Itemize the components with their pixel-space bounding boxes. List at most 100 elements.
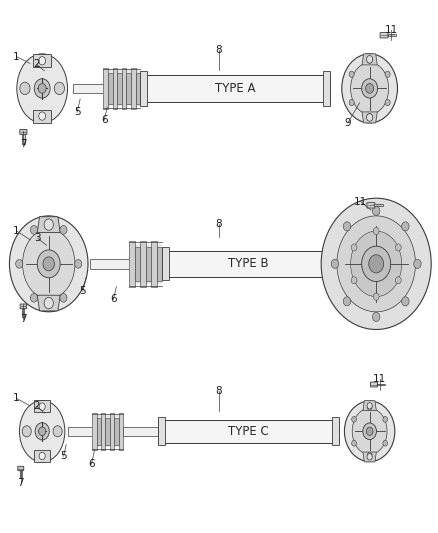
Ellipse shape (342, 54, 398, 123)
Circle shape (383, 416, 388, 422)
Circle shape (362, 246, 391, 281)
Bar (141, 241, 146, 287)
Text: 11: 11 (373, 374, 386, 384)
Circle shape (343, 222, 351, 231)
Bar (162, 251, 335, 277)
Circle shape (39, 56, 46, 65)
Bar (158, 420, 339, 442)
Circle shape (39, 112, 46, 120)
Circle shape (372, 206, 380, 215)
Text: 6: 6 (101, 115, 107, 125)
Bar (103, 68, 108, 109)
Circle shape (331, 259, 339, 269)
Bar (158, 417, 165, 446)
Ellipse shape (352, 408, 387, 455)
Circle shape (35, 423, 49, 440)
Bar (22, 132, 25, 144)
Ellipse shape (10, 216, 88, 312)
Ellipse shape (19, 400, 65, 462)
Text: 7: 7 (20, 139, 27, 149)
Bar (68, 426, 92, 436)
Circle shape (372, 312, 380, 321)
Bar (73, 84, 103, 93)
Circle shape (367, 453, 372, 458)
Bar (130, 241, 135, 287)
Bar (157, 247, 162, 281)
Bar (113, 68, 117, 109)
Bar (119, 413, 123, 450)
Circle shape (373, 293, 379, 300)
Bar (20, 469, 22, 478)
Text: 9: 9 (345, 118, 351, 128)
Text: 5: 5 (79, 286, 86, 296)
Circle shape (349, 71, 354, 77)
Text: TYPE C: TYPE C (228, 425, 269, 438)
Bar (130, 244, 162, 284)
Circle shape (34, 79, 50, 98)
Bar (101, 413, 106, 450)
Circle shape (402, 222, 409, 231)
Bar (323, 71, 330, 106)
Polygon shape (34, 450, 50, 462)
Circle shape (343, 297, 351, 306)
Circle shape (16, 260, 23, 268)
Bar (136, 73, 141, 104)
Circle shape (352, 416, 357, 422)
FancyBboxPatch shape (18, 466, 24, 471)
Bar (131, 68, 136, 109)
Bar (122, 68, 127, 109)
Bar (162, 247, 169, 280)
Polygon shape (37, 295, 60, 311)
Circle shape (367, 454, 372, 460)
Bar (114, 418, 119, 445)
Circle shape (366, 427, 373, 435)
Text: 2: 2 (34, 401, 40, 411)
Bar (92, 413, 97, 450)
Circle shape (363, 423, 376, 440)
Bar (103, 70, 141, 107)
Circle shape (367, 114, 373, 121)
Circle shape (54, 82, 64, 95)
Text: 1: 1 (13, 226, 20, 236)
Circle shape (38, 84, 46, 93)
Ellipse shape (351, 62, 389, 114)
FancyBboxPatch shape (20, 130, 27, 134)
Polygon shape (37, 217, 60, 232)
FancyBboxPatch shape (20, 304, 27, 309)
Circle shape (367, 405, 372, 410)
Circle shape (60, 294, 67, 302)
Circle shape (402, 297, 409, 306)
Bar (123, 427, 158, 435)
Bar (127, 73, 131, 104)
Bar (141, 71, 148, 106)
Text: 11: 11 (385, 25, 398, 35)
Text: 6: 6 (88, 459, 95, 469)
Circle shape (39, 427, 46, 435)
Ellipse shape (22, 229, 75, 298)
Circle shape (362, 79, 378, 98)
Text: 1: 1 (13, 393, 20, 403)
Polygon shape (362, 54, 377, 65)
FancyBboxPatch shape (367, 203, 375, 208)
Bar (110, 413, 114, 450)
Circle shape (74, 260, 82, 268)
Bar (97, 418, 101, 445)
Circle shape (366, 84, 374, 93)
Text: 1: 1 (13, 52, 20, 61)
Circle shape (43, 257, 54, 271)
Bar (328, 247, 335, 280)
Circle shape (20, 82, 30, 95)
Bar (377, 384, 385, 385)
Text: 8: 8 (215, 45, 223, 54)
Polygon shape (34, 400, 50, 412)
Text: 6: 6 (110, 294, 117, 304)
FancyBboxPatch shape (380, 33, 388, 38)
Circle shape (39, 453, 45, 459)
Circle shape (414, 259, 421, 269)
Circle shape (385, 71, 390, 77)
Circle shape (369, 255, 384, 273)
Circle shape (39, 403, 45, 410)
Text: 11: 11 (354, 197, 367, 207)
Circle shape (22, 426, 31, 437)
Circle shape (367, 114, 372, 120)
